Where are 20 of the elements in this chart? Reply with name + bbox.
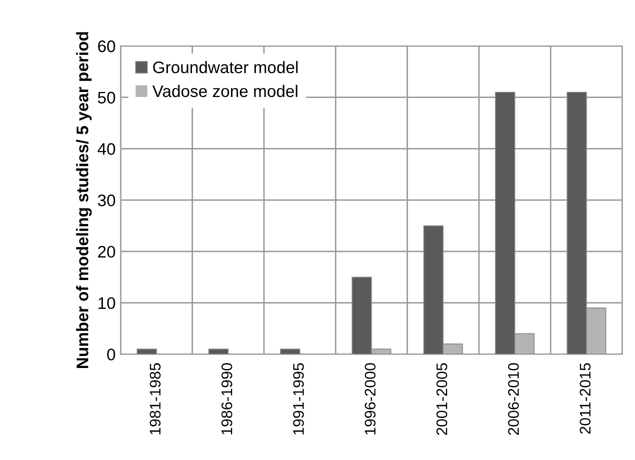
y-tick-label: 60 <box>98 40 116 52</box>
legend-label: Vadose zone model <box>152 84 298 98</box>
y-tick-label: 0 <box>107 348 116 360</box>
bar <box>208 348 229 354</box>
x-tick-label: 2011-2015 <box>580 363 591 434</box>
x-tick-label: 1981-1985 <box>150 363 161 434</box>
y-axis-title: Number of modeling studies/ 5 year period <box>76 32 92 368</box>
y-tick-label: 10 <box>98 297 116 310</box>
bar <box>280 348 300 354</box>
x-tick-label: 2001-2005 <box>436 363 448 435</box>
x-tick-label: 1996-2000 <box>364 363 376 434</box>
x-tick-label: 1986-1990 <box>221 363 232 434</box>
y-tick-label: 20 <box>98 246 116 258</box>
y-tick-label: 40 <box>98 143 116 155</box>
bar <box>136 348 157 354</box>
x-tick-label: 1991-1995 <box>293 363 304 434</box>
legend-label: Groundwater model <box>153 61 298 74</box>
y-tick-label: 50 <box>98 92 116 104</box>
y-tick-label: 30 <box>98 194 116 206</box>
x-tick-label: 2006-2010 <box>508 363 519 435</box>
